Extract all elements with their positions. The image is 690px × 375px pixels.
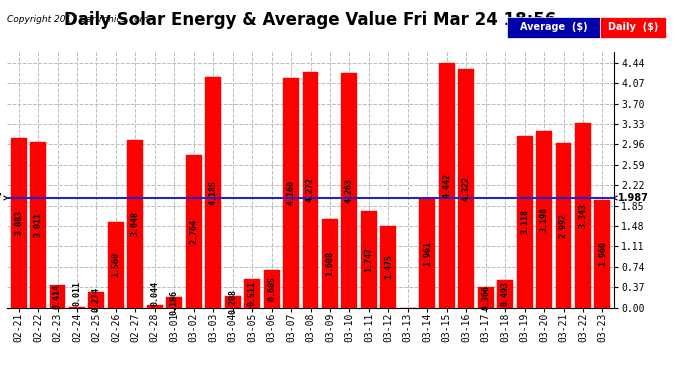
Text: 0.685: 0.685: [267, 276, 276, 301]
Bar: [361, 211, 377, 308]
Bar: [128, 140, 144, 308]
Bar: [88, 292, 104, 308]
Bar: [536, 131, 552, 308]
Text: 1.560: 1.560: [111, 252, 120, 277]
Bar: [30, 142, 46, 308]
Text: 4.272: 4.272: [306, 177, 315, 202]
Bar: [147, 305, 163, 308]
Bar: [205, 77, 221, 308]
Bar: [264, 270, 279, 308]
Bar: [69, 307, 85, 308]
Bar: [186, 155, 201, 308]
Text: 3.118: 3.118: [520, 209, 529, 234]
Text: 0.414: 0.414: [53, 284, 62, 309]
Bar: [575, 123, 591, 308]
Text: Daily  ($): Daily ($): [608, 22, 658, 32]
Text: Copyright 2017 Cartronics.com: Copyright 2017 Cartronics.com: [7, 15, 148, 24]
Text: 3.011: 3.011: [34, 212, 43, 237]
Bar: [380, 226, 396, 308]
Bar: [555, 142, 571, 308]
Bar: [439, 63, 455, 308]
Text: 3.048: 3.048: [131, 211, 140, 236]
Text: 1.960: 1.960: [598, 241, 607, 266]
Text: Daily Solar Energy & Average Value Fri Mar 24 18:56: Daily Solar Energy & Average Value Fri M…: [64, 11, 557, 29]
Text: 0.511: 0.511: [248, 281, 257, 306]
Bar: [244, 279, 260, 308]
Bar: [342, 73, 357, 308]
Text: 4.322: 4.322: [462, 176, 471, 201]
Text: 0.044: 0.044: [150, 281, 159, 306]
Bar: [302, 72, 319, 308]
Text: 3.198: 3.198: [540, 207, 549, 232]
Text: 2.764: 2.764: [189, 219, 198, 244]
Bar: [50, 285, 66, 308]
Bar: [225, 296, 241, 307]
Text: 1.608: 1.608: [326, 251, 335, 276]
Bar: [283, 78, 299, 308]
Text: 4.263: 4.263: [345, 177, 354, 203]
Text: 1.747: 1.747: [364, 247, 373, 272]
Text: 4.160: 4.160: [286, 180, 295, 206]
Bar: [322, 219, 338, 308]
Text: 0.186: 0.186: [170, 290, 179, 315]
Text: 4.442: 4.442: [442, 172, 451, 198]
Bar: [477, 287, 493, 308]
Bar: [166, 297, 182, 307]
Text: 0.493: 0.493: [501, 281, 510, 306]
Text: 4.185: 4.185: [208, 180, 217, 205]
Text: 3.343: 3.343: [578, 203, 587, 228]
Text: 1.987: 1.987: [0, 193, 8, 203]
Bar: [458, 69, 474, 308]
Bar: [517, 136, 533, 308]
Bar: [420, 200, 435, 308]
Text: 1.475: 1.475: [384, 254, 393, 279]
Bar: [595, 200, 611, 308]
Text: 0.366: 0.366: [481, 285, 490, 310]
Bar: [497, 280, 513, 308]
Bar: [108, 222, 124, 308]
Text: 3.083: 3.083: [14, 210, 23, 235]
Bar: [10, 138, 26, 308]
Text: 1.987: 1.987: [613, 193, 649, 203]
Text: 0.208: 0.208: [228, 289, 237, 314]
Text: 0.011: 0.011: [72, 281, 81, 306]
Text: Average  ($): Average ($): [520, 22, 588, 32]
Text: 0.274: 0.274: [92, 288, 101, 312]
Text: 1.961: 1.961: [423, 241, 432, 266]
Text: 2.992: 2.992: [559, 213, 568, 238]
